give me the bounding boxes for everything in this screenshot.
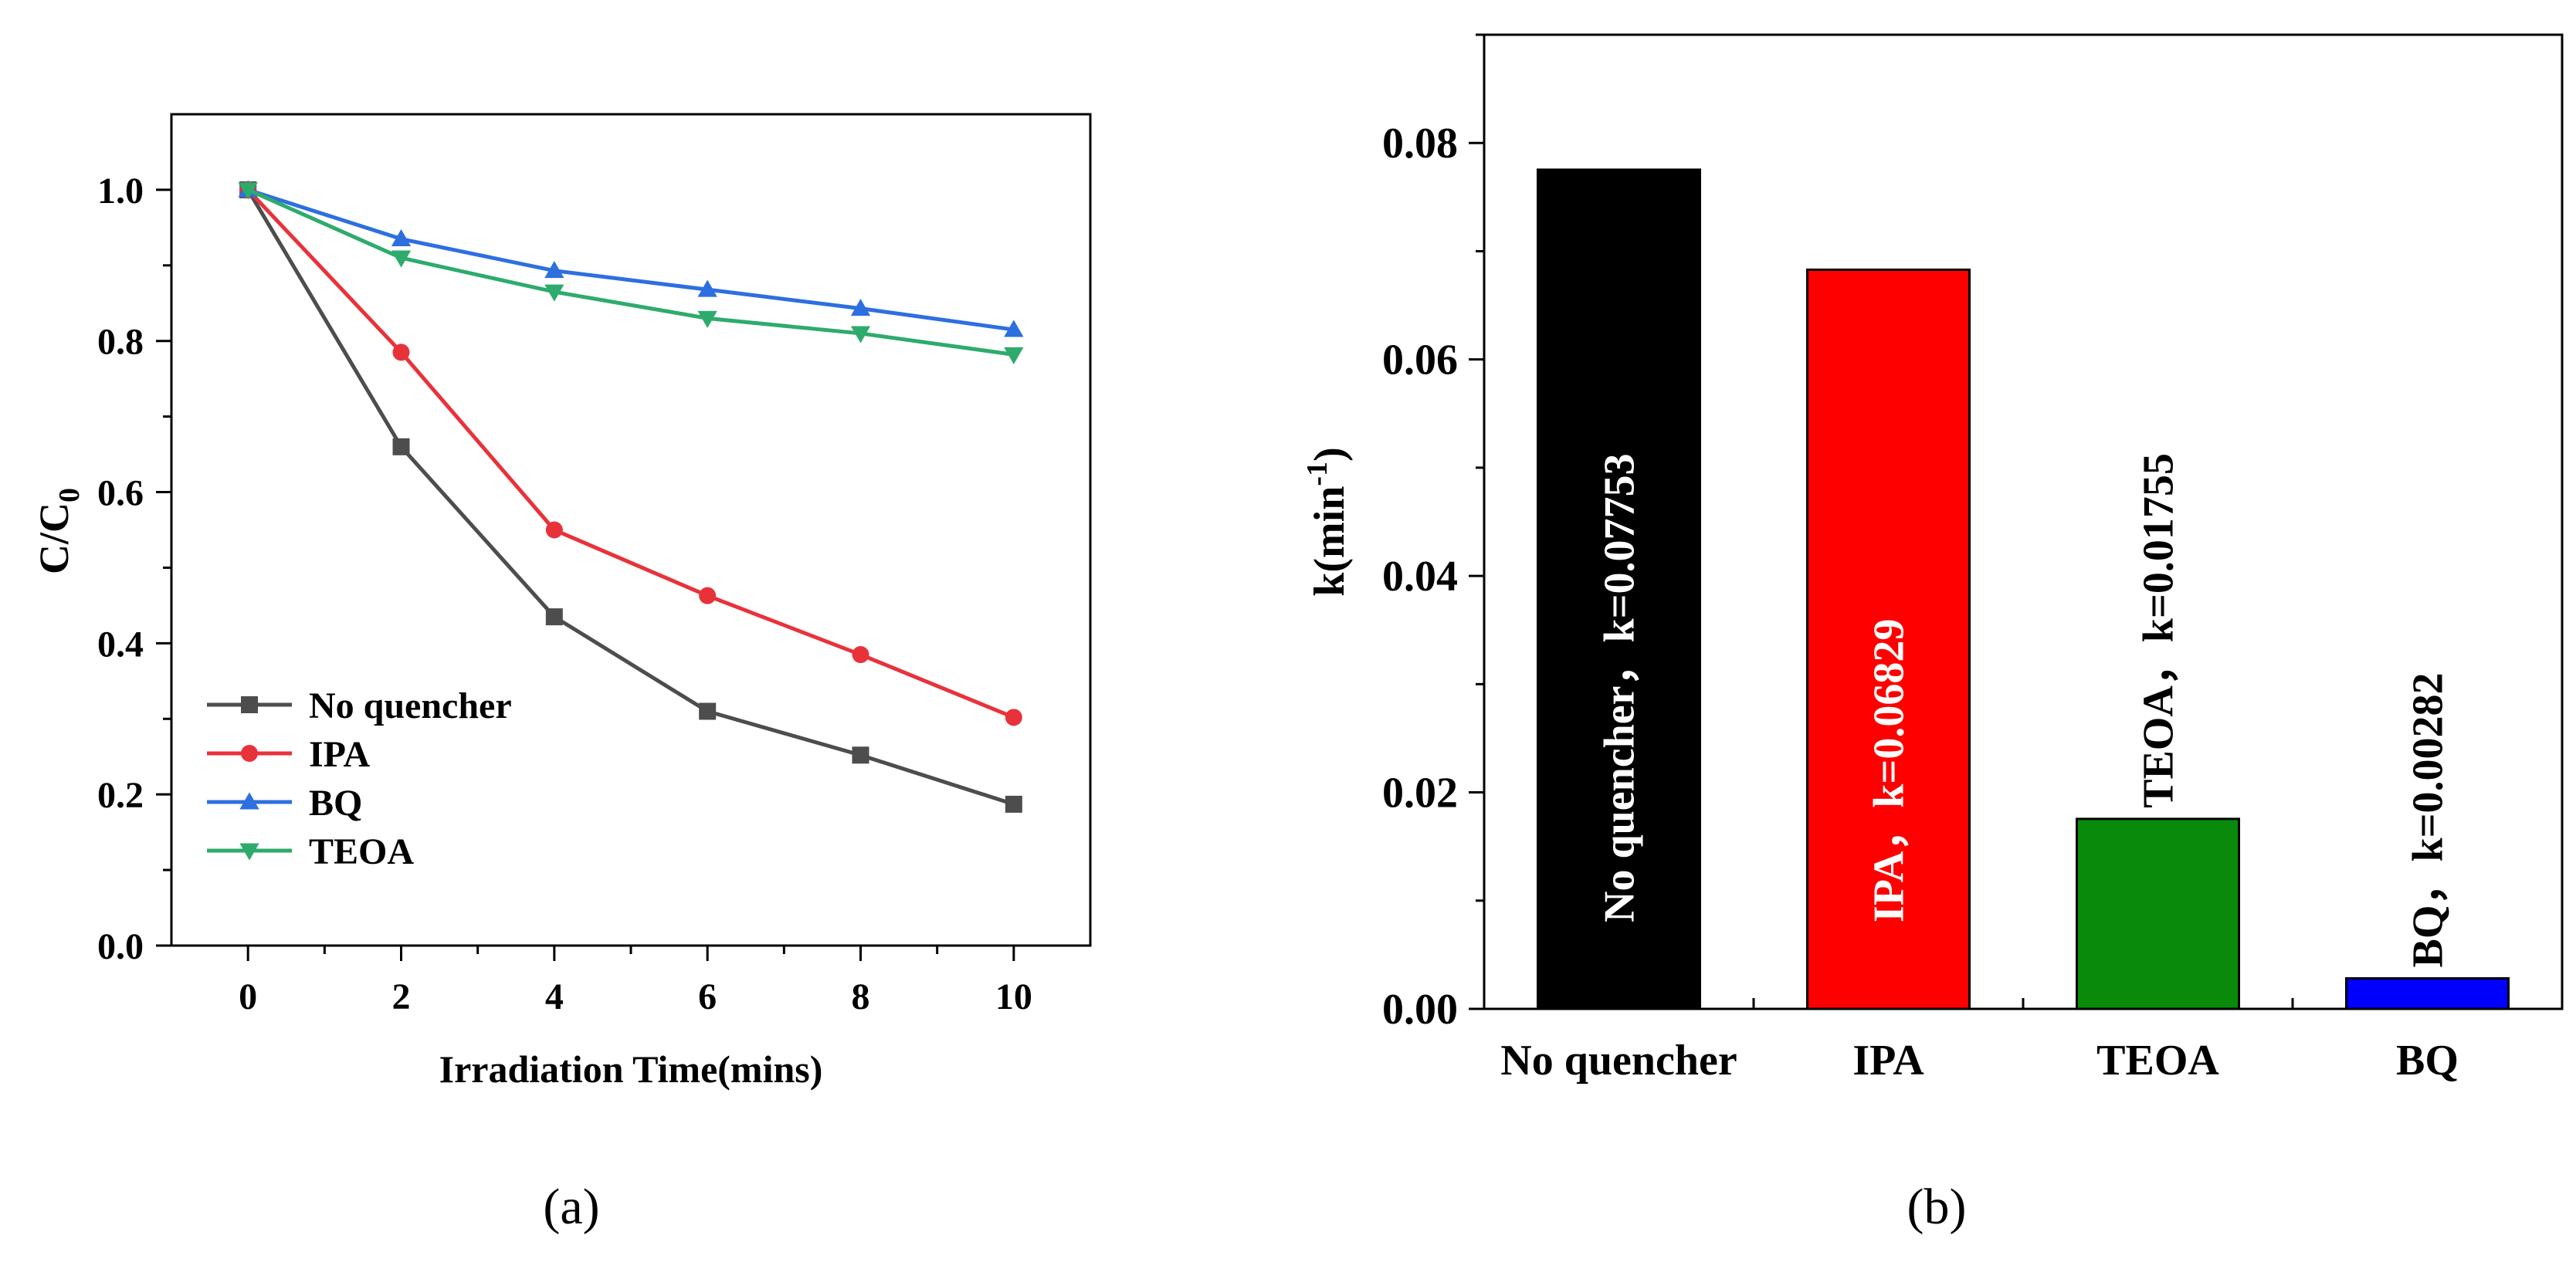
line-chart-x-tick-label: 10 [995, 976, 1032, 1017]
line-chart-y-tick-label: 0.6 [97, 473, 144, 514]
bar-value-label-ipa: IPA，k=0.06829 [1866, 619, 1913, 922]
data-point-no-quencher [545, 608, 563, 626]
bar-chart-x-ticks: No quencher IPA TEOA BQ [1500, 998, 2459, 1085]
bar-ipa [1806, 268, 1971, 1010]
series-line-no-quencher [246, 188, 1015, 807]
bar-chart-bars: No quencher，k=0.07753 IPA，k=0.06829 TEOA，k… [1537, 168, 2510, 1010]
bar-chart-y-tick-label: 0.02 [1382, 770, 1458, 817]
line-chart-x-tick-label: 0 [239, 976, 257, 1017]
line-chart-x-tick-label: 4 [545, 976, 564, 1017]
line-chart-y-tick-label: 1.0 [97, 171, 144, 212]
legend-marker-no-quencher [241, 696, 258, 713]
bar-chart-x-tick-label: TEOA [2096, 1037, 2219, 1085]
data-point-teoa [544, 284, 564, 302]
data-point-ipa [392, 343, 410, 361]
data-point-ipa [852, 646, 869, 664]
data-point-bq [1004, 320, 1024, 337]
bar-teoa [2076, 817, 2240, 1010]
panel-b-caption: (b) [1907, 1179, 1967, 1235]
line-chart-legend: No quencher IPA BQ TEOA [207, 685, 512, 872]
bar-value-label-bq: BQ，k=0.00282 [2405, 672, 2452, 967]
series-line-bq [247, 188, 1015, 332]
bar-chart-y-axis-title-superscript: -1 [1301, 462, 1334, 486]
data-point-ipa [699, 587, 717, 604]
bar-chart-y-ticks: 0.00 0.02 0.04 0.06 0.08 [1382, 33, 1484, 1034]
bar-chart-y-tick-label: 0.04 [1382, 553, 1458, 601]
data-point-ipa [1005, 709, 1022, 726]
data-point-bq [544, 261, 564, 279]
line-chart-y-axis-title-main: C/C [31, 503, 77, 574]
data-point-teoa [238, 182, 258, 200]
line-chart-y-tick-label: 0.2 [97, 775, 144, 816]
bar-chart-y-axis-title-main: k(min [1306, 486, 1354, 597]
legend-label-ipa: IPA [309, 734, 370, 775]
data-point-no-quencher [699, 702, 717, 720]
series-line-ipa [246, 188, 1015, 719]
line-chart-x-axis-title: Irradiation Time(mins) [439, 1047, 823, 1091]
data-point-no-quencher [1005, 795, 1022, 813]
legend-marker-bq [239, 792, 259, 810]
legend-label-bq: BQ [309, 783, 362, 824]
data-point-ipa [545, 521, 563, 539]
bar-value-label-no-quencher: No quencher，k=0.07753 [1596, 454, 1644, 923]
line-chart-x-ticks: 0 2 4 6 8 10 [239, 946, 1032, 1017]
legend-marker-teoa [239, 843, 259, 861]
data-point-teoa [391, 250, 412, 268]
bar-chart-y-tick-label: 0.08 [1382, 120, 1458, 168]
line-chart-panel-a: 0.0 0.2 0.4 0.6 0.8 1.0 0 2 4 6 8 10 No quencher IP… [31, 113, 1092, 1235]
line-chart-x-tick-label: 6 [698, 976, 717, 1017]
bar-no-quencher [1537, 168, 1701, 1010]
line-chart-y-axis-title: C/C0 [31, 488, 86, 574]
line-chart-x-tick-label: 2 [392, 976, 411, 1017]
data-point-bq [391, 228, 412, 247]
bar-chart-x-tick-label: No quencher [1500, 1037, 1737, 1085]
data-point-no-quencher [852, 746, 869, 764]
data-point-bq [697, 279, 717, 297]
bar-value-label-teoa: TEOA，k=0.01755 [2135, 453, 2183, 808]
line-chart-y-tick-label: 0.4 [97, 624, 144, 665]
bar-chart-y-tick-label: 0.06 [1382, 337, 1458, 384]
bar-chart-x-tick-label: IPA [1852, 1037, 1924, 1085]
line-chart-y-tick-label: 0.8 [97, 322, 144, 363]
series-line-teoa [247, 188, 1015, 357]
legend-marker-ipa [241, 745, 258, 762]
legend-label-teoa: TEOA [309, 831, 414, 872]
data-point-teoa [850, 326, 871, 343]
bar-chart-x-tick-label: BQ [2396, 1037, 2459, 1085]
line-chart-x-tick-label: 8 [852, 976, 870, 1017]
bar-chart-panel-b: No quencher，k=0.07753 IPA，k=0.06829 TEOA，k… [1301, 33, 2564, 1235]
bar-chart-y-tick-label: 0.00 [1382, 986, 1458, 1034]
data-point-bq [850, 298, 871, 316]
line-chart-series [238, 180, 1024, 813]
line-chart-y-axis-title-subscript: 0 [53, 488, 86, 503]
data-point-no-quencher [392, 438, 410, 455]
line-chart-y-ticks: 0.0 0.2 0.4 0.6 0.8 1.0 [97, 171, 171, 967]
data-point-teoa [1004, 347, 1024, 365]
data-point-teoa [697, 310, 717, 329]
legend-label-no-quencher: No quencher [309, 685, 512, 726]
bar-bq [2345, 976, 2510, 1010]
line-chart-y-tick-label: 0.0 [97, 926, 144, 967]
bar-chart-y-axis-title: k(min-1) [1301, 447, 1354, 596]
bar-chart-y-axis-title-close: ) [1306, 447, 1354, 462]
panel-a-caption: (a) [543, 1179, 599, 1235]
